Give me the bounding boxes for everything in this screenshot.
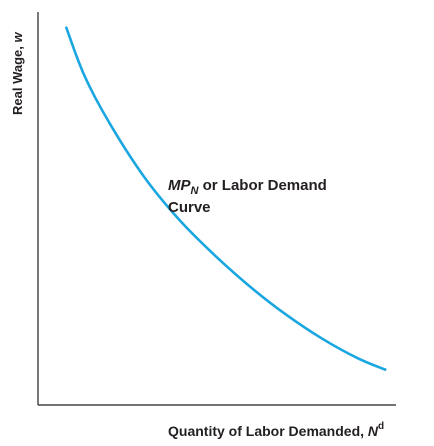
x-axis-label-sup: d bbox=[378, 421, 384, 432]
curve-label-line2: Curve bbox=[168, 199, 211, 216]
curve-label-var: MP bbox=[168, 177, 191, 194]
y-axis-label-var: w bbox=[10, 32, 25, 43]
x-axis-label-var: N bbox=[368, 423, 379, 439]
labor-demand-curve bbox=[65, 26, 387, 371]
x-axis-label-main: Quantity of Labor Demanded, bbox=[168, 423, 368, 439]
x-axis-label: Quantity of Labor Demanded, Nd bbox=[168, 421, 384, 439]
curve-label-rest: or Labor Demand bbox=[198, 177, 326, 194]
curve-label-line1: MPN or Labor Demand bbox=[168, 177, 327, 197]
y-axis-label-main: Real Wage, bbox=[10, 43, 25, 115]
y-axis-label: Real Wage, w bbox=[10, 32, 25, 115]
curve-label-subscript: N bbox=[191, 185, 200, 197]
